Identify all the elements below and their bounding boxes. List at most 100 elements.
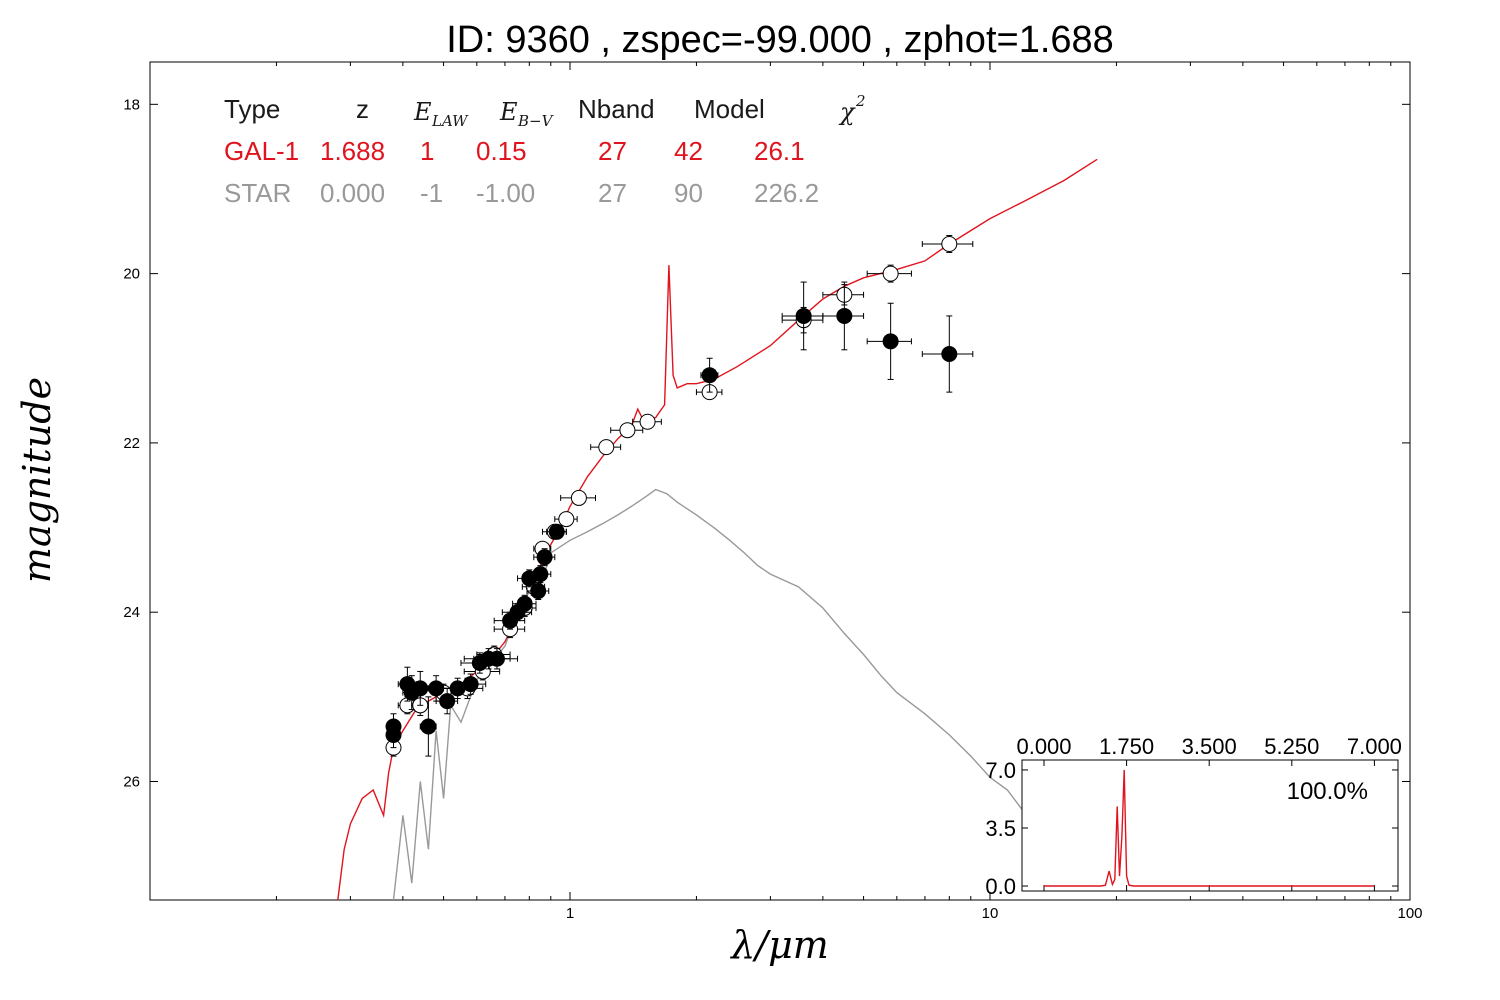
x-tick-label: 100 [1397, 905, 1422, 922]
marker [439, 693, 456, 710]
inset-x-tick-label: 3.500 [1182, 734, 1237, 759]
y-tick-label: 24 [123, 604, 140, 621]
y-tick-label: 18 [123, 96, 140, 113]
table-cell: -1 [420, 178, 443, 208]
table-cell: 0.15 [476, 136, 527, 166]
table-header-z: z [356, 94, 369, 124]
filled-data-point [533, 548, 556, 567]
table-cell: 27 [598, 136, 627, 166]
marker [598, 439, 615, 456]
chart-title: ID: 9360 , zspec=-99.000 , zphot=1.688 [446, 19, 1114, 61]
svg-text:E: E [413, 98, 432, 126]
filled-data-point [512, 594, 537, 613]
open-data-point [632, 413, 662, 430]
inset-x-tick-label: 0.000 [1016, 734, 1071, 759]
marker [548, 523, 565, 540]
inset-y-tick-label: 0.0 [985, 874, 1016, 899]
series-line-gal-1 [337, 158, 1098, 900]
filled-data-point [473, 648, 519, 670]
marker [701, 367, 718, 384]
inset-frame [1021, 759, 1399, 892]
marker [530, 583, 547, 600]
open-data-point [590, 439, 622, 456]
marker [570, 489, 587, 506]
svg-text:LAW: LAW [431, 112, 469, 130]
filled-data-point [866, 302, 912, 380]
table-cell: 26.1 [754, 136, 805, 166]
table-cell: -1.00 [476, 178, 535, 208]
points-layer [385, 235, 974, 757]
inset-x-axis: 0.000 1.750 3.500 5.250 7.000 [1016, 734, 1402, 891]
table-cell: 42 [674, 136, 703, 166]
table-header-ebv: E B−V [499, 98, 555, 130]
y-tick-label: 20 [123, 266, 140, 283]
table-cell: 226.2 [754, 178, 819, 208]
marker [516, 595, 533, 612]
table-header-chi2: χ 2 [838, 92, 866, 126]
filled-data-point [781, 281, 824, 351]
filled-data-point [419, 696, 437, 757]
filled-data-point [822, 281, 865, 351]
table-cell: 1.688 [320, 136, 385, 166]
marker [385, 726, 402, 743]
filled-data-point [921, 315, 974, 393]
marker [941, 346, 958, 363]
svg-text:χ: χ [838, 98, 856, 126]
inset-y-tick-label: 3.5 [985, 816, 1016, 841]
main-plot: 1 10 100 18 20 22 24 26 [123, 61, 1423, 922]
open-data-point [610, 422, 644, 439]
table-header-nband: Nband [578, 94, 655, 124]
filled-data-point [402, 675, 421, 711]
marker [639, 413, 656, 430]
marker [941, 235, 958, 252]
x-axis: 1 10 100 [275, 62, 1423, 922]
table-cell: 0.000 [320, 178, 385, 208]
marker [428, 680, 445, 697]
table-header-model: Model [694, 94, 765, 124]
inset-y-tick-label: 7.0 [985, 758, 1016, 783]
filled-data-point [385, 721, 402, 749]
marker [536, 549, 553, 566]
inset-y-axis: 0.0 3.5 7.0 [985, 758, 1398, 899]
inset-series [1044, 769, 1375, 887]
y-tick-label: 22 [123, 435, 140, 452]
marker [420, 718, 437, 735]
filled-data-point [453, 673, 487, 695]
x-tick-label: 1 [566, 905, 574, 922]
inset-probability-label: 100.0% [1287, 778, 1368, 805]
redshift-pdf-inset: 0.000 1.750 3.500 5.250 7.000 0.0 3.5 7.0 100.… [985, 734, 1402, 899]
inset-x-tick-label: 7.000 [1347, 734, 1402, 759]
filled-data-point [526, 582, 550, 601]
table-header-elaw: E LAW [413, 98, 469, 130]
table-cell: 27 [598, 178, 627, 208]
series-layer [337, 158, 1098, 900]
svg-text:2: 2 [855, 92, 866, 110]
filled-data-point [700, 357, 719, 393]
open-data-point [554, 511, 578, 528]
marker [532, 566, 549, 583]
marker [462, 676, 479, 693]
inset-pdf-line [1044, 769, 1375, 887]
svg-text:E: E [499, 98, 518, 126]
marker [619, 422, 636, 439]
open-data-point [822, 284, 865, 306]
table-cell: 90 [674, 178, 703, 208]
x-tick-label: 10 [982, 905, 999, 922]
filled-data-point [546, 523, 567, 540]
svg-text:B−V: B−V [517, 112, 555, 130]
marker [795, 307, 812, 324]
marker [558, 511, 575, 528]
marker [882, 333, 899, 350]
filled-data-point [435, 687, 459, 715]
table-header-type: Type [224, 94, 280, 124]
series-line-star [392, 488, 1024, 900]
y-tick-label: 26 [123, 773, 140, 790]
table-cell: STAR [224, 178, 291, 208]
marker [836, 307, 853, 324]
table-cell: GAL-1 [224, 136, 299, 166]
table-rows: GAL-1 1.688 1 0.15 27 42 26.1 STAR 0.000 -1 -1.00 2… [224, 136, 819, 208]
x-axis-label: λ/μm [729, 923, 829, 967]
marker [488, 650, 505, 667]
inset-x-tick-label: 5.250 [1264, 734, 1319, 759]
